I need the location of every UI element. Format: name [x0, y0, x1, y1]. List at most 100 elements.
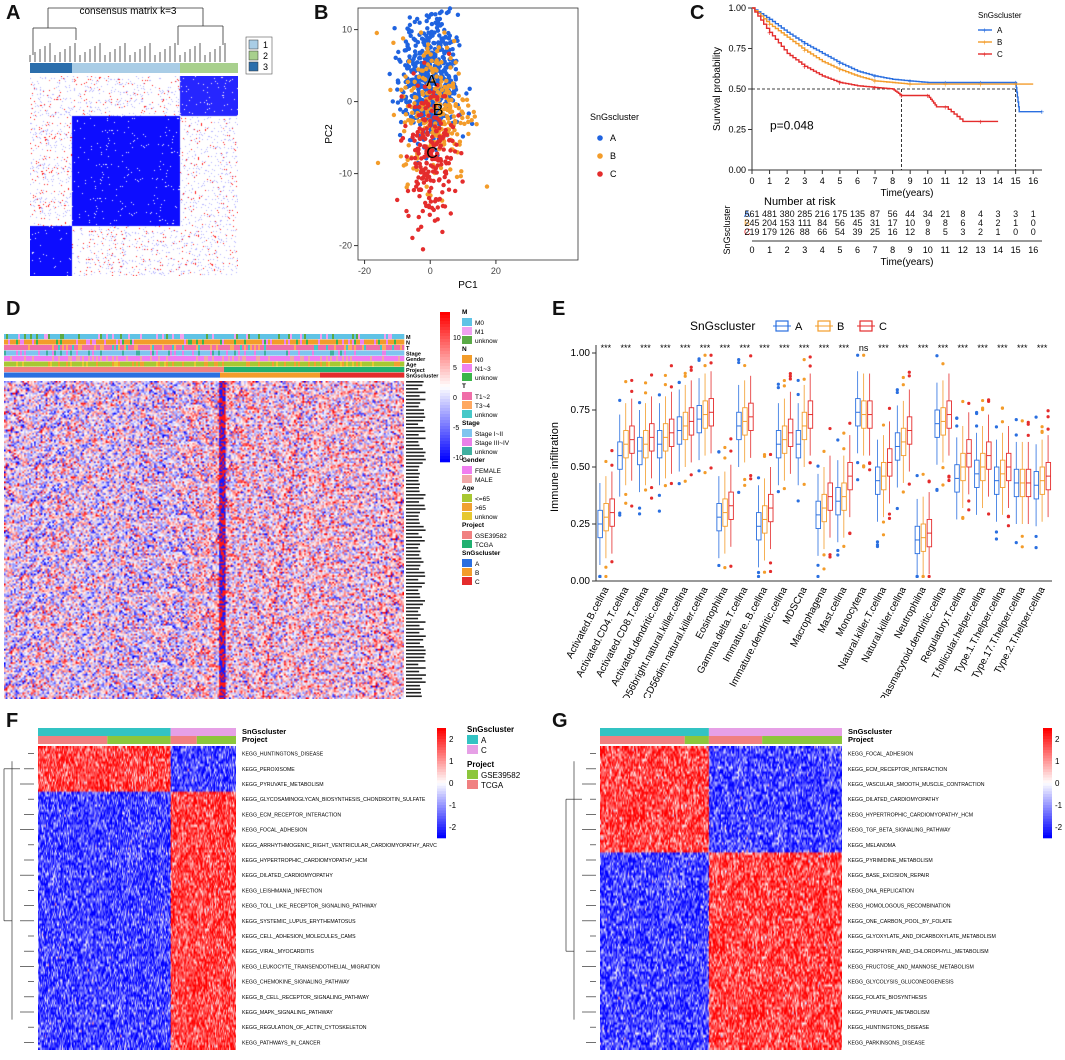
annotation-cell: [112, 345, 115, 351]
annotation-cell: [66, 356, 69, 362]
annotation-cell: [132, 350, 135, 356]
annotation-cell: [84, 367, 87, 373]
box-outlier: [624, 501, 628, 505]
box-outlier: [729, 449, 733, 453]
annotation-cell: [336, 367, 339, 373]
annotation-cell: [230, 356, 233, 362]
annotation-cell: [216, 339, 219, 345]
annotation-cell: [268, 356, 271, 362]
gene-label-mark: [406, 381, 424, 383]
point-C: [406, 213, 411, 219]
annotation-cell: [78, 356, 81, 362]
annotation-cell: [86, 339, 89, 345]
box-outlier: [1020, 545, 1024, 549]
annotation-cell: [370, 356, 373, 362]
colorbar-cell: [437, 796, 446, 800]
colorbar-cell: [1043, 733, 1052, 737]
annotation-cell: [346, 350, 349, 356]
annotation-cell: [368, 345, 371, 351]
box-outlier: [788, 374, 792, 378]
annotation-cell: [310, 345, 313, 351]
gene-labels: [406, 381, 426, 698]
censor-mark-C: +: [837, 79, 842, 88]
colorbar-cell: [440, 393, 450, 397]
annotation-cell: [232, 345, 235, 351]
pathway-label: KEGG_HYPERTROPHIC_CARDIOMYOPATHY_HCM: [848, 812, 973, 818]
annotation-cell: [302, 356, 305, 362]
point-B: [438, 75, 444, 80]
annotation-cell: [250, 372, 253, 378]
annotation-cell: [392, 334, 395, 340]
annotation-cell: [368, 356, 371, 362]
annotation-cell: [104, 372, 107, 378]
annotation-cell: [146, 356, 149, 362]
annotation-cell: [136, 356, 139, 362]
annotation-cell: [274, 345, 277, 351]
annotation-cell: [54, 367, 57, 373]
legend-swatch-2: [248, 50, 259, 61]
annotation-cell: [68, 345, 71, 351]
annotation-cell: [14, 350, 17, 356]
annotation-cell: [34, 367, 37, 373]
annotation-cell: [282, 345, 285, 351]
annotation-cell: [76, 356, 79, 362]
annotation-cell: [382, 367, 385, 373]
annotation-cell: [124, 356, 127, 362]
annotation-cell: [92, 334, 95, 340]
annotation-cell: [270, 339, 273, 345]
annotation-cell: [234, 334, 237, 340]
annotation-cell: [148, 367, 151, 373]
annotation-cell: [128, 367, 131, 373]
x-tick-label: 4: [820, 176, 825, 186]
point-C: [446, 179, 451, 184]
legend-swatch: [467, 735, 478, 744]
annotation-cell: [256, 367, 259, 373]
censor-mark-B: +: [908, 80, 913, 89]
annotation-cell: [78, 350, 81, 356]
annotation-cell: [180, 339, 183, 345]
annotation-cell: [72, 350, 75, 356]
annotation-cell: [286, 345, 289, 351]
box-outlier: [875, 540, 880, 544]
annotation-cell: [40, 356, 43, 362]
colorbar-cell: [1043, 821, 1052, 825]
point-B: [400, 36, 406, 41]
annotation-cell: [210, 334, 213, 340]
annotation-cell: [20, 361, 23, 367]
annotation-cell: [326, 345, 329, 351]
annotation-cell: [156, 339, 159, 345]
risk-cell: 219: [744, 227, 759, 237]
annotation-cell: [330, 350, 333, 356]
annotation-cell: [72, 372, 75, 378]
annotation-cell: [186, 339, 189, 345]
annotation-cell: [158, 339, 161, 345]
gene-label-mark: [406, 550, 421, 553]
annotation-cell: [74, 350, 77, 356]
annotation-cell: [208, 367, 211, 373]
point-C: [441, 182, 446, 188]
point-C: [442, 94, 448, 99]
legend-swatch: [462, 355, 472, 363]
panel-g: SnGscluster Project KEGG_FOCAL_ADHESION KEG…: [548, 720, 1063, 1055]
annotation-cell: [374, 345, 377, 351]
annotation-cell: [186, 372, 189, 378]
annotation-cell: [104, 367, 107, 373]
annotation-cell: [354, 367, 357, 373]
box-outlier: [643, 381, 648, 385]
annotation-cell: [64, 350, 67, 356]
point-C: [428, 123, 433, 128]
annotation-cell: [228, 372, 231, 378]
annotation-cell: [360, 356, 363, 362]
colorbar-cell: [1043, 763, 1052, 767]
point-B: [465, 115, 470, 120]
survival-plot: +++++ + + ++++++ + + + ++++++ +++1.000.750.500.2…: [712, 3, 1045, 268]
annotation-cell: [156, 350, 159, 356]
point-C: [422, 171, 428, 176]
annotation-cell: [332, 361, 335, 367]
box-outlier: [604, 565, 608, 569]
annotation-cell: [386, 334, 389, 340]
point-B: [452, 118, 458, 124]
annotation-cell: [228, 345, 231, 351]
annotation-cell: [174, 361, 177, 367]
point-C: [437, 126, 442, 131]
